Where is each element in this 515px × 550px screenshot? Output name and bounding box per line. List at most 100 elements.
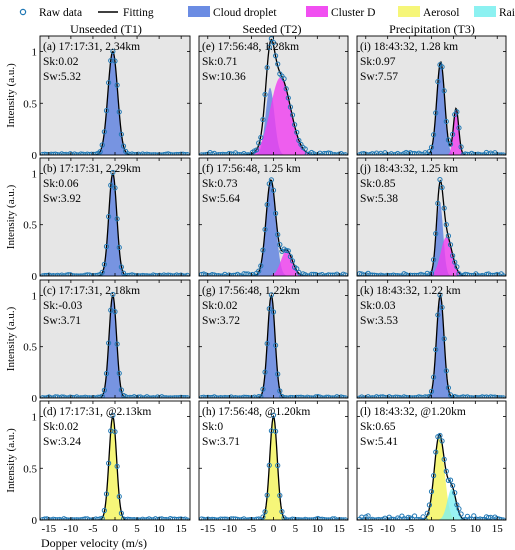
fitting-curve <box>40 294 190 398</box>
cluster-component-area <box>199 77 348 155</box>
raw-data-point <box>270 412 277 418</box>
y-tick-label: 0.5 <box>23 220 37 232</box>
y-axis-label: Intensity (a.u.) <box>5 428 17 493</box>
legend-label: Cluster D <box>331 7 375 19</box>
y-tick-label: 1 <box>32 290 38 302</box>
raw-data-point <box>433 346 439 353</box>
raw-data-point <box>258 134 264 141</box>
skewness-label: Sk:0.73 <box>202 178 238 190</box>
x-tick-label: -10 <box>222 523 237 535</box>
raw-data-point <box>411 513 418 519</box>
raw-data-point <box>112 309 118 315</box>
spectrum-width-label: Sw:3.72 <box>202 315 240 327</box>
raw-data-point <box>266 306 272 312</box>
raw-data-point <box>99 515 105 520</box>
panel-label: (d) 17:17:31, @2.13km <box>43 406 151 418</box>
raw-data-point <box>277 492 283 499</box>
raw-data-point <box>420 272 426 276</box>
raw-data-point <box>441 205 447 211</box>
panel-l: -15 -10 -5 0 5 10 15 (l) 18:43:32, @1.20km Sk:0.… <box>356 400 507 535</box>
spectrum-width-label: Sw:10.36 <box>202 71 246 83</box>
raw-data-point <box>466 516 473 520</box>
cloud-component-area <box>199 180 348 276</box>
panel-j: (j) 18:43:32, 1.25 km Sk:0.85 Sw:5.38 <box>356 157 507 277</box>
legend-label: Fitting <box>123 7 154 19</box>
legend-label: Rain <box>499 7 515 19</box>
panel-g: (g) 17:56:48, 1.22km Sk:0.02 Sw:3.72 <box>198 279 349 399</box>
skewness-label: Sk:0.65 <box>360 421 396 433</box>
cloud-component-area <box>40 295 190 398</box>
legend-patch <box>188 6 210 17</box>
raw-data-point <box>294 266 300 272</box>
raw-data-point <box>270 39 277 46</box>
skewness-label: Sk:0.85 <box>360 178 396 190</box>
raw-data-point <box>292 122 298 128</box>
raw-data-point <box>264 340 270 347</box>
raw-data-point <box>99 269 105 275</box>
raw-data-point <box>289 112 296 118</box>
fitting-curve <box>40 415 190 520</box>
raw-data-point <box>439 64 445 70</box>
raw-data-point <box>287 253 294 260</box>
legend-entry-fitting: Fitting <box>98 7 154 19</box>
x-tick-label: -5 <box>247 523 257 535</box>
raw-data-point <box>289 258 296 264</box>
y-tick-label: 0 <box>32 150 38 162</box>
x-tick-label: 15 <box>176 523 188 535</box>
raw-data-point <box>445 477 452 483</box>
x-tick-label: 0 <box>429 523 435 535</box>
raw-data-point <box>405 514 411 520</box>
column-titles: Unseeded (T1) Seeded (T2) Precipitation … <box>70 22 475 36</box>
raw-data-point <box>97 149 103 155</box>
raw-data-point <box>450 253 456 259</box>
raw-data-point <box>106 214 112 220</box>
raw-data-point <box>452 490 458 496</box>
raw-data-point <box>365 513 371 519</box>
raw-data-point <box>454 502 460 508</box>
y-tick-label: 0.5 <box>23 98 37 110</box>
panel-label: (k) 18:43:32, 1.22 km <box>360 285 461 297</box>
spectrum-width-label: Sw:3.24 <box>43 436 81 448</box>
raw-data-point <box>445 233 452 239</box>
raw-data-point <box>99 142 105 148</box>
raw-data-point <box>260 116 266 123</box>
x-tick-label: -10 <box>64 523 79 535</box>
raw-data-point <box>296 137 302 144</box>
raw-data-point <box>116 370 122 376</box>
cloud-component-area <box>40 51 190 155</box>
y-tick-label: 0.5 <box>23 342 37 354</box>
fitting-curve <box>199 414 348 520</box>
raw-data-point <box>103 370 110 377</box>
spectrum-width-label: Sw:3.71 <box>202 436 240 448</box>
raw-data-point <box>283 86 289 92</box>
raw-data-point <box>112 58 118 64</box>
raw-data-point <box>262 226 268 233</box>
raw-data-point <box>458 144 464 150</box>
raw-data-point <box>256 140 262 146</box>
skewness-label: Sk:0.03 <box>360 300 396 312</box>
panel-b: 0 0.5 1 (b) 17:17:31, 2.29km Sk:0.06 Sw:3.92 I… <box>5 157 191 283</box>
raw-data-point <box>116 109 122 115</box>
panel-label: (j) 18:43:32, 1.25 km <box>360 163 458 175</box>
raw-data-point <box>458 511 464 517</box>
raw-data-point <box>106 340 112 346</box>
raw-data-point <box>273 210 279 216</box>
raw-data-point <box>116 493 122 500</box>
raw-data-point <box>114 341 120 347</box>
skewness-label: Sk:0.06 <box>43 178 79 190</box>
raw-data-point <box>281 76 287 82</box>
raw-data-point <box>433 110 439 116</box>
raw-data-point <box>97 516 103 520</box>
raw-data-point <box>101 129 107 135</box>
x-tick-label: 0 <box>112 523 118 535</box>
raw-data-point <box>110 169 116 176</box>
raw-data-point <box>435 78 441 85</box>
legend: Raw data Fitting Cloud droplet Cluster D Aer… <box>19 6 515 19</box>
raw-data-point <box>342 272 348 276</box>
raw-data-point <box>110 291 116 298</box>
raw-data-point <box>443 118 449 125</box>
panel-label: (b) 17:17:31, 2.29km <box>43 163 141 175</box>
panel-background <box>357 158 506 276</box>
raw-data-point <box>302 146 308 152</box>
